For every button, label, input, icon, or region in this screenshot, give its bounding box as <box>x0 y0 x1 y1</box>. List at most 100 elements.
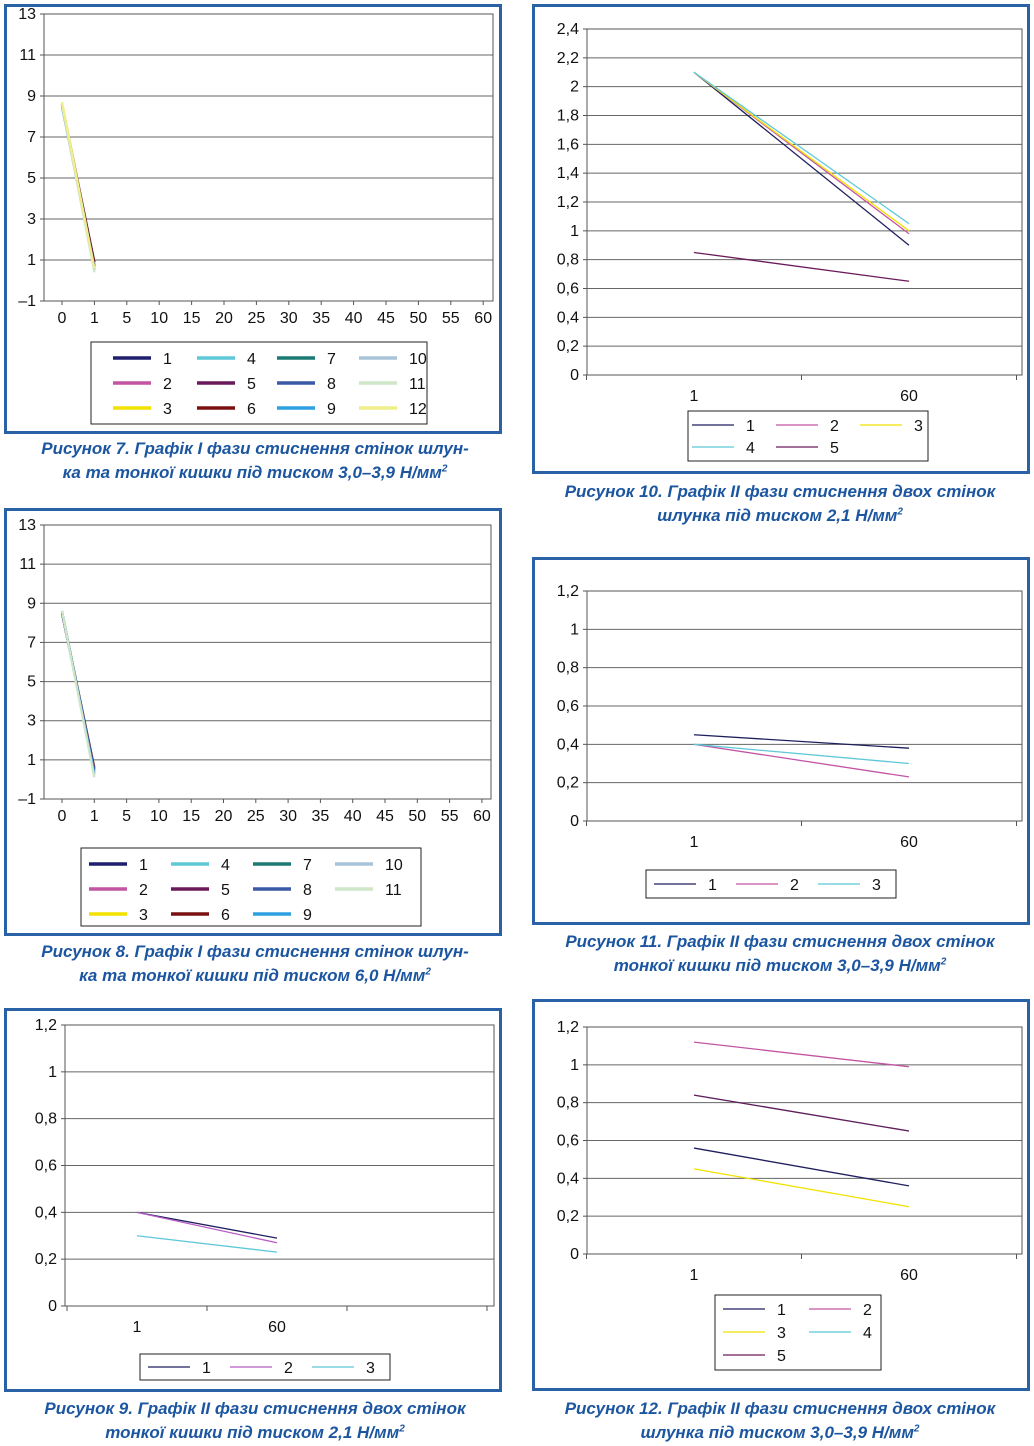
x-tick-label: 25 <box>247 808 265 825</box>
x-tick-label: 55 <box>442 310 460 327</box>
x-tick-label: 10 <box>150 808 168 825</box>
legend-label-2: 2 <box>830 418 839 435</box>
legend-label-9: 9 <box>303 907 312 924</box>
plot-area <box>586 28 1023 376</box>
series-line-3 <box>693 71 910 232</box>
x-tick-label: 0 <box>58 808 67 825</box>
x-tick-label: 60 <box>900 388 918 405</box>
y-tick-label: 0 <box>570 367 579 384</box>
caption-fig10-line2: шлунка під тиском 2,1 Н/мм2 <box>657 506 903 525</box>
chart-fig12: 0 0,2 0,4 0,6 0,8 1 1,2 1 60 1 2 3 4 5 <box>557 1019 1023 1371</box>
legend-label-3: 3 <box>366 1360 375 1377</box>
x-tick-label: 40 <box>345 310 363 327</box>
y-tick-label: 0,8 <box>557 660 579 677</box>
caption-fig11-line1: Рисунок 11. Графік II фази стиснення дво… <box>565 932 995 951</box>
y-tick-label: 1 <box>27 752 36 769</box>
x-tick-label: 25 <box>248 310 266 327</box>
chart-panel-fig11: 0 0,2 0,4 0,6 0,8 1 1,2 1 60 1 2 3 <box>532 557 1030 925</box>
legend-label-5: 5 <box>830 440 839 457</box>
legend-label-4: 4 <box>247 351 256 368</box>
legend-label-5: 5 <box>247 376 256 393</box>
legend-label-2: 2 <box>284 1360 293 1377</box>
chart-panel-fig10: 0 0,2 0,4 0,6 0,8 1 1,2 1,4 1,6 1,8 2 2,2 2,4 1 60 1 2 3 4… <box>532 4 1030 474</box>
legend-label-2: 2 <box>790 877 799 894</box>
x-tick-label: 5 <box>122 808 131 825</box>
caption-fig10: Рисунок 10. Графік II фази стиснення дво… <box>526 480 1034 528</box>
y-tick-label: 1,4 <box>557 165 579 182</box>
caption-fig11-line2: тонкої кишки під тиском 3,0–3,9 Н/мм2 <box>613 956 947 975</box>
y-tick-label: 1,6 <box>557 136 579 153</box>
legend-box <box>687 410 929 462</box>
y-tick-label: 3 <box>27 211 36 228</box>
x-tick-label: 35 <box>312 310 330 327</box>
legend-label-4: 4 <box>221 857 230 874</box>
x-tick-label: 1 <box>90 310 99 327</box>
x-tick-label: 30 <box>280 310 298 327</box>
y-tick-label: –1 <box>18 791 36 808</box>
y-tick-label: 7 <box>27 129 36 146</box>
series-line-1 <box>693 71 910 246</box>
series-line-2 <box>693 743 910 778</box>
caption-fig10-line1: Рисунок 10. Графік II фази стиснення дво… <box>564 482 996 501</box>
legend-label-1: 1 <box>777 1302 786 1319</box>
y-tick-label: 0,4 <box>35 1204 57 1221</box>
series-line-1 <box>693 1147 910 1187</box>
y-tick-label: 0,6 <box>557 1133 579 1150</box>
plot-area <box>586 590 1023 822</box>
chart-panel-fig12: 0 0,2 0,4 0,6 0,8 1 1,2 1 60 1 2 3 4 5 <box>532 999 1030 1391</box>
x-tick-label: 40 <box>344 808 362 825</box>
y-tick-label: 2,4 <box>557 21 579 38</box>
y-tick-label: 0,2 <box>557 1208 579 1225</box>
legend-label-5: 5 <box>777 1348 786 1365</box>
caption-fig11: Рисунок 11. Графік II фази стиснення дво… <box>526 930 1034 978</box>
legend-label-10: 10 <box>409 351 427 368</box>
x-tick-label: 60 <box>900 1267 918 1284</box>
legend-label-8: 8 <box>327 376 336 393</box>
y-tick-label: 2 <box>570 79 579 96</box>
y-tick-label: 1 <box>27 252 36 269</box>
caption-fig9: Рисунок 9. Графік II фази стиснення двох… <box>0 1397 510 1445</box>
y-tick-label: 0 <box>570 813 579 830</box>
x-tick-label: 30 <box>279 808 297 825</box>
legend-label-4: 4 <box>863 1325 872 1342</box>
caption-fig9-line2: тонкої кишки під тиском 2,1 Н/мм2 <box>105 1423 405 1442</box>
series-line-3 <box>693 1168 910 1208</box>
x-tick-label: 1 <box>690 834 699 851</box>
x-tick-label: 1 <box>133 1319 142 1336</box>
y-tick-label: 13 <box>18 517 36 534</box>
legend-label-11: 11 <box>385 882 402 899</box>
caption-fig8-line1: Рисунок 8. Графік I фази стиснення стіно… <box>41 942 469 961</box>
legend-label-9: 9 <box>327 401 336 418</box>
caption-fig8-line2: ка та тонкої кишки під тиском 6,0 Н/мм2 <box>79 966 431 985</box>
legend-label-7: 7 <box>303 857 312 874</box>
y-tick-label: 5 <box>27 674 36 691</box>
legend-label-2: 2 <box>163 376 172 393</box>
y-tick-label: 1,8 <box>557 108 579 125</box>
chart-fig9: 0 0,2 0,4 0,6 0,8 1 1,2 1 60 1 2 3 <box>35 1017 495 1381</box>
series-line-2 <box>693 1041 910 1068</box>
legend: 1 2 3 4 5 6 7 8 9 10 11 <box>80 847 422 927</box>
legend-label-2: 2 <box>139 882 148 899</box>
chart-panel-fig8: –1 1 3 5 7 9 11 13 0 1 5 10 15 20 25 30 35 40 45 50 55 60 1 2 3 4… <box>4 508 502 936</box>
series-line-5 <box>693 251 910 282</box>
legend-label-3: 3 <box>777 1325 786 1342</box>
y-tick-label: 11 <box>19 556 36 573</box>
x-tick-label: 1 <box>690 1267 699 1284</box>
plot-area <box>64 1024 495 1307</box>
legend-label-3: 3 <box>139 907 148 924</box>
y-tick-label: 11 <box>19 47 36 64</box>
series-line-1 <box>136 1211 278 1239</box>
x-tick-label: 60 <box>473 808 491 825</box>
caption-fig12: Рисунок 12. Графік II фази стиснення дво… <box>526 1397 1034 1445</box>
legend-box <box>80 847 422 927</box>
y-tick-label: 0,6 <box>35 1158 57 1175</box>
legend-label-3: 3 <box>914 418 923 435</box>
y-tick-label: 0,8 <box>557 1095 579 1112</box>
series-line-12 <box>60 101 96 269</box>
legend-label-6: 6 <box>247 401 256 418</box>
y-tick-label: 1 <box>48 1064 57 1081</box>
y-tick-label: 1,2 <box>557 583 579 600</box>
x-tick-label: 45 <box>376 808 394 825</box>
